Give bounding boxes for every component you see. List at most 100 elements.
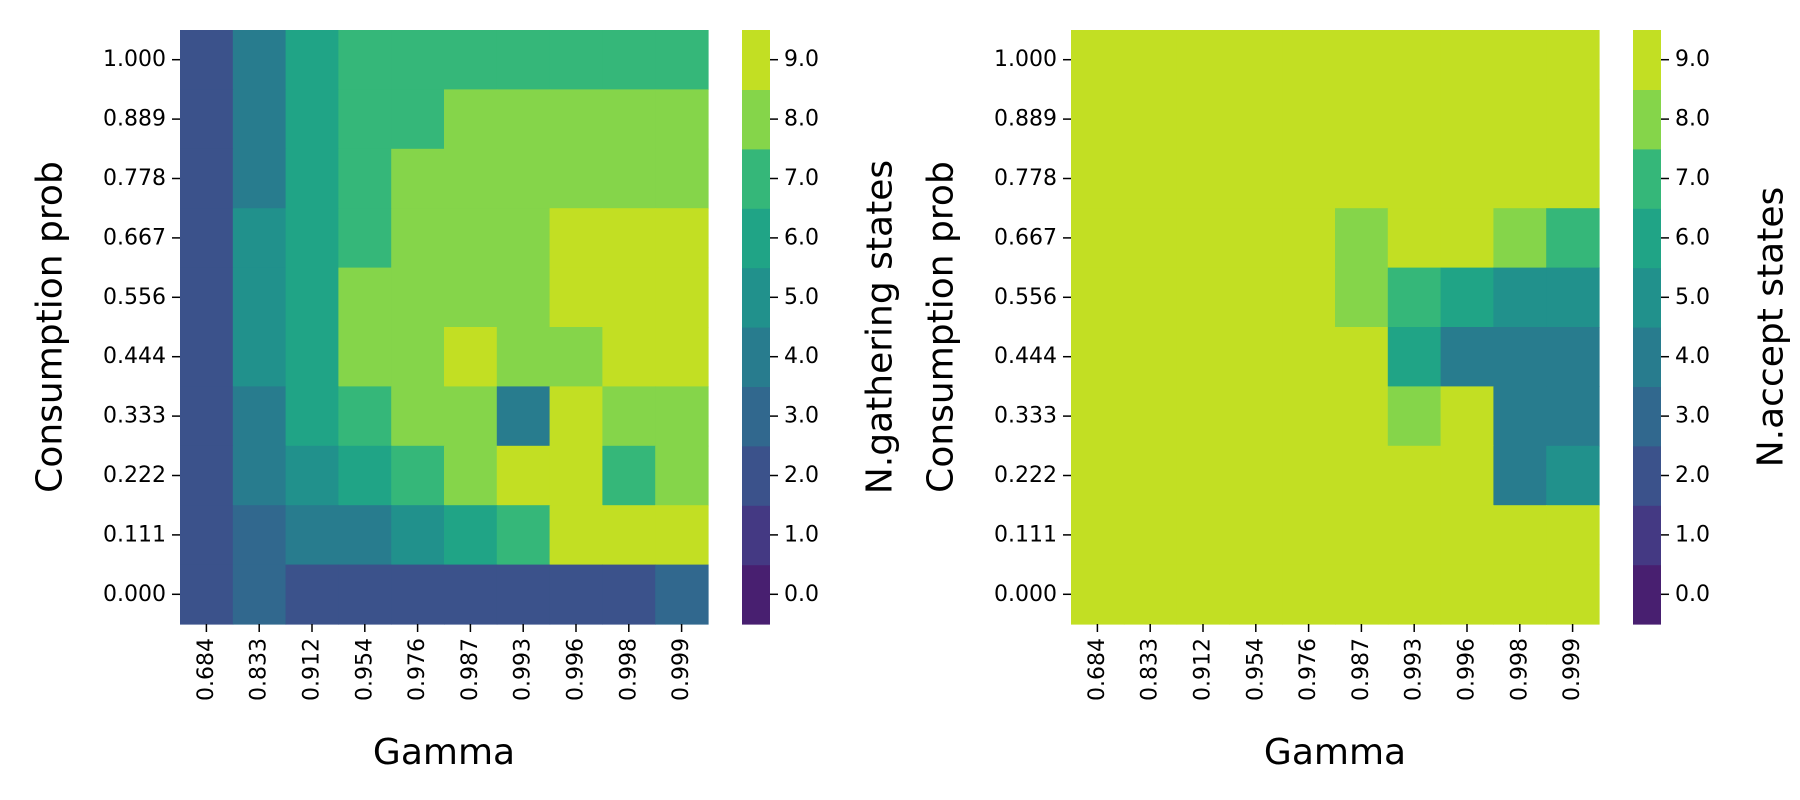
heatmap-cell	[1123, 505, 1178, 566]
heatmap-cell	[655, 505, 709, 566]
heatmap-cell	[232, 386, 287, 447]
heatmap-cell	[391, 505, 445, 566]
y-tick-label: 0.889	[103, 107, 166, 132]
heatmap-cell	[1071, 267, 1125, 328]
heatmap-cell	[1071, 327, 1125, 387]
y-tick-label: 0.556	[994, 285, 1057, 310]
heatmap-cell	[655, 386, 709, 447]
heatmap-cell	[338, 30, 392, 90]
heatmap-cell	[1229, 30, 1283, 90]
heatmap-panel-accept: 1.000 0.889 0.778 0.667 0.556 0.444 0.333 0.222…	[921, 30, 1792, 773]
heatmap-cell	[391, 327, 445, 387]
x-axis-label: Gamma	[373, 732, 515, 773]
heatmap-cell	[1229, 267, 1283, 328]
y-axis-label: Consumption prob	[921, 161, 962, 493]
heatmap-cell	[602, 564, 656, 625]
heatmap-cell	[180, 505, 234, 566]
y-tick-label: 0.000	[103, 582, 166, 607]
heatmap-cell	[1229, 386, 1283, 447]
colorbar-segment	[742, 445, 770, 506]
y-tick-label: 0.333	[103, 404, 166, 429]
heatmap-cell	[1229, 505, 1283, 566]
heatmap-cell	[232, 564, 287, 625]
heatmap-cell	[285, 89, 339, 150]
x-tick-label: 0.999	[669, 638, 694, 701]
heatmap-cell	[1123, 564, 1178, 625]
heatmap-cell	[1440, 148, 1494, 209]
heatmap-cell	[285, 327, 339, 387]
heatmap-cell	[444, 148, 498, 209]
heatmap-cell	[391, 564, 445, 625]
heatmap-cell	[1440, 89, 1494, 150]
heatmap-cell	[444, 30, 498, 90]
heatmap-cell	[285, 148, 339, 209]
colorbar-tick-label: 5.0	[1675, 285, 1710, 310]
heatmap-cell	[1071, 564, 1125, 625]
heatmap-cell	[496, 564, 551, 625]
heatmap-cell	[232, 30, 287, 90]
heatmap-cell	[444, 445, 498, 506]
y-tick-label: 1.000	[103, 47, 166, 72]
heatmap-cell	[602, 445, 656, 506]
heatmap-cell	[1123, 208, 1178, 269]
colorbar-segment	[742, 564, 770, 625]
colorbar-tick-label: 1.0	[784, 522, 819, 547]
heatmap-cell	[1282, 386, 1336, 447]
colorbar-segment	[1633, 30, 1661, 90]
heatmap-cell	[391, 208, 445, 269]
heatmap-cell	[549, 505, 603, 566]
heatmap-cell	[1176, 148, 1230, 209]
colorbar-segment	[742, 89, 770, 150]
heatmap-cell	[496, 89, 551, 150]
colorbar-segment	[1633, 445, 1661, 506]
heatmap-cell	[1493, 386, 1547, 447]
colorbar-segment	[1633, 148, 1661, 209]
colorbar-tick-label: 2.0	[784, 463, 819, 488]
y-tick-label: 0.222	[994, 463, 1057, 488]
heatmap-cell	[1546, 445, 1600, 506]
y-tick-label: 0.333	[994, 404, 1057, 429]
heatmap-panel-gathering: 1.000 0.889 0.778 0.667 0.556 0.444 0.333 0.222…	[30, 30, 901, 773]
heatmap-cell	[549, 327, 603, 387]
heatmap-cell	[549, 30, 603, 90]
heatmap-cell	[1440, 327, 1494, 387]
colorbar-segment	[742, 30, 770, 90]
heatmap-cell	[1229, 564, 1283, 625]
heatmap-cell	[496, 148, 551, 209]
heatmap-cell	[496, 30, 551, 90]
heatmap-cell	[1176, 267, 1230, 328]
heatmap-cell	[1493, 564, 1547, 625]
heatmap-cell	[444, 327, 498, 387]
heatmap-cell	[496, 386, 551, 447]
heatmap-cell	[1440, 386, 1494, 447]
x-tick-label: 0.954	[352, 638, 377, 701]
heatmap-cell	[1335, 148, 1389, 209]
heatmap-cell	[1440, 505, 1494, 566]
heatmap-cell	[602, 208, 656, 269]
heatmap-cell	[180, 30, 234, 90]
heatmap-cell	[1071, 148, 1125, 209]
y-tick-label: 0.444	[994, 344, 1057, 369]
x-tick-label: 0.976	[405, 638, 430, 701]
heatmap-cell	[1546, 505, 1600, 566]
heatmap-cell	[285, 30, 339, 90]
heatmap-cell	[1387, 267, 1442, 328]
heatmap-cell	[1229, 208, 1283, 269]
heatmap-cell	[602, 386, 656, 447]
y-tick-label: 0.444	[103, 344, 166, 369]
heatmap-cell	[655, 564, 709, 625]
heatmap-cell	[1440, 564, 1494, 625]
heatmap-cell	[1493, 30, 1547, 90]
heatmap-cell	[1440, 30, 1494, 90]
heatmap-cell	[180, 327, 234, 387]
heatmap-cell	[1387, 564, 1442, 625]
x-tick-label: 0.996	[564, 638, 589, 701]
heatmap-cell	[180, 386, 234, 447]
x-tick-label: 0.976	[1296, 638, 1321, 701]
heatmap-cell	[1071, 445, 1125, 506]
colorbar-segment	[742, 208, 770, 269]
colorbar-segment	[742, 505, 770, 566]
heatmap-cell	[1493, 148, 1547, 209]
heatmap-cell	[232, 445, 287, 506]
